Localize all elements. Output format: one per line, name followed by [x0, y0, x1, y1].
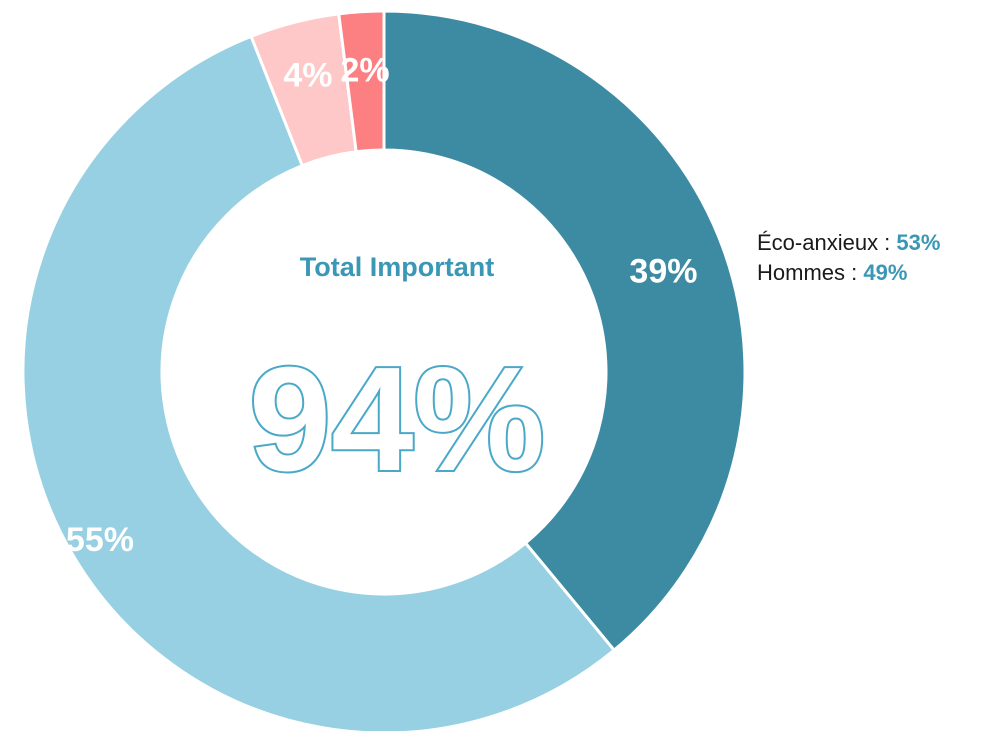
- annotation-hommes: Hommes : 49%: [757, 258, 940, 288]
- slice-label: 4%: [283, 57, 332, 95]
- center-total-value: 94%: [249, 337, 545, 502]
- slice-label: 2%: [340, 52, 389, 90]
- side-annotations: Éco-anxieux : 53% Hommes : 49%: [757, 228, 940, 288]
- slice-label: 39%: [629, 252, 697, 290]
- annotation-eco-anxieux: Éco-anxieux : 53%: [757, 228, 940, 258]
- annotation-label: Hommes :: [757, 260, 857, 285]
- annotation-value: 49%: [863, 260, 907, 285]
- center-title: Total Important: [300, 252, 494, 282]
- slice-label: 55%: [66, 521, 134, 559]
- annotation-value: 53%: [896, 230, 940, 255]
- donut-slice-39: [384, 11, 745, 650]
- annotation-label: Éco-anxieux :: [757, 230, 890, 255]
